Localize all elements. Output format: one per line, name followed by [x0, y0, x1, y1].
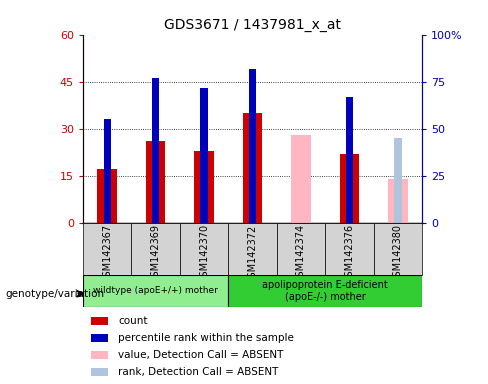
Bar [91, 368, 108, 376]
Text: genotype/variation: genotype/variation [5, 289, 104, 299]
Bar [83, 223, 131, 275]
Text: GSM142372: GSM142372 [247, 224, 258, 283]
Bar [83, 275, 228, 307]
Bar [98, 169, 117, 223]
Bar [374, 223, 422, 275]
Bar [388, 179, 407, 223]
Bar [91, 351, 108, 359]
Bar [91, 317, 108, 325]
Bar [277, 223, 325, 275]
Text: rank, Detection Call = ABSENT: rank, Detection Call = ABSENT [118, 367, 279, 377]
Bar [346, 97, 353, 223]
Text: apolipoprotein E-deficient
(apoE-/-) mother: apolipoprotein E-deficient (apoE-/-) mot… [263, 280, 388, 302]
Bar [228, 223, 277, 275]
Bar [194, 151, 214, 223]
Bar [146, 141, 165, 223]
Bar [103, 119, 111, 223]
Bar [180, 223, 228, 275]
Bar [291, 135, 311, 223]
Text: GSM142374: GSM142374 [296, 224, 306, 283]
Bar [340, 154, 359, 223]
Bar [152, 78, 159, 223]
Text: GSM142370: GSM142370 [199, 224, 209, 283]
Text: GSM142367: GSM142367 [102, 224, 112, 283]
Bar [325, 223, 374, 275]
Bar [243, 113, 262, 223]
Bar [91, 334, 108, 342]
Text: GSM142369: GSM142369 [151, 224, 161, 283]
Text: value, Detection Call = ABSENT: value, Detection Call = ABSENT [118, 350, 284, 360]
Bar [201, 88, 208, 223]
Text: GSM142380: GSM142380 [393, 224, 403, 283]
Bar [131, 223, 180, 275]
Text: GSM142376: GSM142376 [345, 224, 354, 283]
Bar [228, 275, 422, 307]
Bar [249, 69, 256, 223]
Bar [394, 138, 402, 223]
Title: GDS3671 / 1437981_x_at: GDS3671 / 1437981_x_at [164, 18, 341, 32]
Text: count: count [118, 316, 147, 326]
Text: percentile rank within the sample: percentile rank within the sample [118, 333, 294, 343]
Text: wildtype (apoE+/+) mother: wildtype (apoE+/+) mother [93, 286, 218, 295]
